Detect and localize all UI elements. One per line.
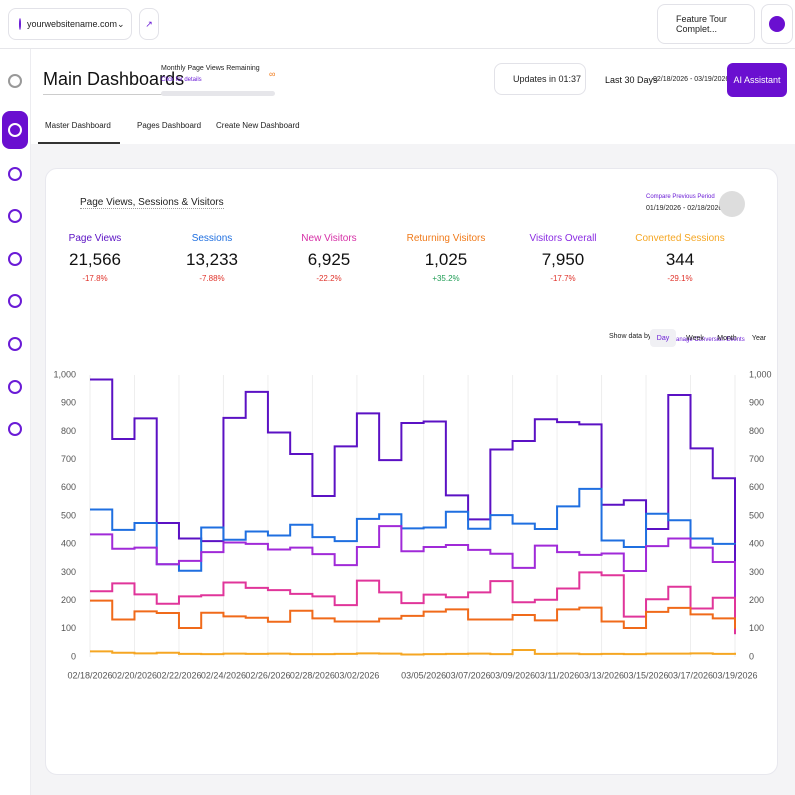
ai-text: AI Assistant: [733, 75, 781, 85]
metric-name: Visitors Overall: [529, 233, 597, 244]
show-by-option[interactable]: Day: [650, 329, 676, 347]
quota-link[interactable]: Click for details: [161, 77, 202, 83]
feature-tour[interactable]: Feature Tour Complet...: [657, 4, 755, 44]
option-text: Day: [656, 334, 670, 342]
quota-value: ∞: [269, 69, 276, 79]
tour-text: Feature Tour Complet...: [676, 14, 727, 34]
metric: Sessions 13,233 -7.88%: [157, 233, 267, 283]
metric-change: -17.8%: [82, 274, 108, 283]
range-name[interactable]: Last 30 Days: [605, 75, 658, 85]
metric-change: -17.7%: [550, 274, 576, 283]
tab[interactable]: Pages Dashboard: [137, 121, 202, 130]
site-name: yourwebsitename.com: [27, 19, 118, 29]
quota-label: Monthly Page Views Remaining: [161, 65, 260, 72]
metric-change: +35.2%: [432, 274, 460, 283]
metric-change: -29.1%: [667, 274, 693, 283]
show-by-option[interactable]: Year: [746, 329, 772, 347]
option-text: Year: [751, 334, 767, 342]
show-by-option[interactable]: Month: [714, 329, 740, 347]
metric-change: -22.2%: [316, 274, 342, 283]
compare-toggle[interactable]: [719, 191, 745, 217]
updates-text: Updates in 01:37: [513, 74, 582, 84]
tab[interactable]: Master Dashboard: [45, 121, 111, 130]
conversion-link[interactable]: Manage Conversion Events: [671, 337, 745, 343]
option-text: Week: [686, 334, 704, 342]
page-title: Main Dashboards: [43, 69, 185, 95]
metric: Returning Visitors 1,025 +35.2%: [391, 233, 501, 283]
ai-button[interactable]: AI Assistant: [727, 63, 787, 97]
header: Main Dashboards Monthly Page Views Remai…: [31, 49, 795, 144]
metric: Converted Sessions 344 -29.1%: [625, 233, 735, 283]
compare-dates: 01/19/2026 - 02/18/2026: [646, 205, 723, 212]
metric-change: -7.88%: [199, 274, 225, 283]
metric: Page Views 21,566 -17.8%: [40, 233, 150, 283]
metric-value: 344: [665, 250, 695, 269]
compare-label: Compare Previous Period: [646, 194, 715, 200]
range-dates[interactable]: 02/18/2026 - 03/19/2026: [653, 76, 730, 83]
metric-value: 7,950: [541, 250, 585, 269]
metric-value: 21,566: [69, 250, 121, 269]
show-by-label: Show data by:: [609, 333, 654, 340]
open-site[interactable]: ↗: [139, 8, 159, 40]
metric-value: 1,025: [424, 250, 468, 269]
top-bar: yourwebsitename.com ⌄ ↗ Feature Tour Com…: [0, 0, 795, 49]
metric-name: Returning Visitors: [406, 233, 486, 244]
update-timer[interactable]: Updates in 01:37: [494, 63, 586, 95]
metric-name: Page Views: [68, 233, 122, 244]
site-selector[interactable]: yourwebsitename.com ⌄: [8, 8, 132, 40]
chart-card: Page Views, Sessions & Visitors Compare …: [45, 168, 778, 775]
sidebar: [0, 49, 31, 795]
option-text: Month: [717, 334, 737, 342]
show-by-option[interactable]: Week: [682, 329, 708, 347]
metric-name: New Visitors: [301, 233, 357, 244]
card-title: Page Views, Sessions & Visitors: [80, 197, 224, 209]
tab[interactable]: Create New Dashboard: [216, 121, 300, 130]
metric: New Visitors 6,925 -22.2%: [274, 233, 384, 283]
metric: Visitors Overall 7,950 -17.7%: [508, 233, 618, 283]
profile[interactable]: [761, 4, 793, 44]
metric-value: 6,925: [307, 250, 351, 269]
metric-value: 13,233: [186, 250, 238, 269]
metric-name: Converted Sessions: [635, 233, 725, 244]
metric-name: Sessions: [191, 233, 233, 244]
